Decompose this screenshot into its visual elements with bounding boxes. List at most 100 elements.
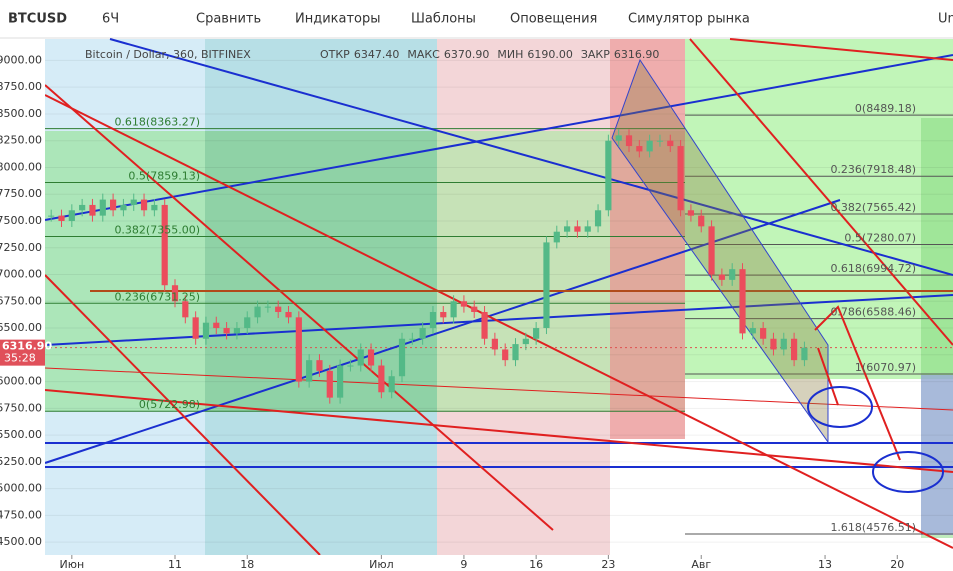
- candle: [667, 140, 674, 147]
- y-tick-label: 8250.00: [0, 134, 42, 147]
- candle: [171, 285, 179, 302]
- candle: [275, 306, 282, 312]
- compare[interactable]: Сравнить: [196, 12, 261, 27]
- candle: [718, 274, 725, 280]
- candle: [326, 370, 333, 398]
- y-tick-label: 5750.00: [0, 401, 42, 414]
- ohlc-value: 6370.90: [444, 48, 490, 61]
- candle: [151, 204, 158, 211]
- fib-label: 0.5(7280.07): [844, 232, 916, 245]
- candle: [780, 338, 787, 350]
- candle: [698, 215, 705, 227]
- candle: [749, 328, 756, 334]
- candle: [739, 269, 746, 334]
- y-tick-label: 7250.00: [0, 241, 42, 254]
- alerts[interactable]: Оповещения: [510, 12, 597, 27]
- chart-title: Bitcoin / Dollar, 360, BITFINEX: [85, 48, 251, 61]
- candle: [285, 311, 292, 318]
- ohlc-key: МАКС: [407, 48, 440, 61]
- candle: [140, 199, 148, 211]
- candle: [161, 204, 168, 286]
- y-tick-label: 4500.00: [0, 535, 42, 548]
- candle: [357, 349, 364, 366]
- candle: [48, 215, 55, 217]
- candle: [68, 210, 75, 221]
- y-tick-label: 5250.00: [0, 455, 42, 468]
- x-tick-label: 23: [601, 558, 615, 571]
- candle: [677, 146, 684, 211]
- symbol[interactable]: BTCUSD: [8, 12, 67, 27]
- candle: [522, 338, 529, 345]
- fib-label: 0.382(7565.42): [830, 201, 916, 214]
- fib-label: 0.618(6994.72): [830, 262, 916, 275]
- candle: [79, 204, 86, 211]
- candle: [450, 301, 457, 318]
- candle: [440, 311, 447, 318]
- interval[interactable]: 6Ч: [102, 12, 119, 27]
- candle: [347, 365, 354, 367]
- user[interactable]: Un: [938, 12, 953, 27]
- candle: [594, 210, 602, 227]
- candle: [110, 199, 117, 211]
- ohlc-value: 6347.40: [354, 48, 400, 61]
- y-tick-label: 6500.00: [0, 321, 42, 334]
- candle: [429, 311, 437, 329]
- candle: [770, 338, 777, 350]
- replay[interactable]: Симулятор рынка: [628, 12, 750, 27]
- ohlc-key: ЗАКР: [581, 48, 610, 61]
- candle: [708, 226, 715, 275]
- toolbar: [0, 0, 953, 38]
- candle: [574, 226, 581, 232]
- last-price-label: 6316.90: [2, 340, 52, 353]
- fib-label: 0.236(6731.25): [114, 290, 200, 303]
- candle: [337, 365, 344, 398]
- y-tick-label: 4750.00: [0, 508, 42, 521]
- candle: [213, 322, 220, 329]
- y-tick-label: 5000.00: [0, 482, 42, 495]
- candle: [130, 199, 137, 205]
- candle: [264, 306, 271, 308]
- indicators[interactable]: Индикаторы: [295, 12, 381, 27]
- candle: [202, 322, 210, 339]
- candle: [254, 306, 261, 318]
- x-tick-label: Июн: [59, 558, 84, 571]
- candle: [564, 226, 571, 232]
- candle: [533, 328, 540, 339]
- candle: [791, 338, 798, 361]
- x-tick-label: 20: [890, 558, 904, 571]
- candle: [491, 338, 498, 350]
- templates[interactable]: Шаблоны: [411, 12, 476, 27]
- candle: [89, 204, 96, 216]
- candle: [192, 317, 199, 339]
- fib-label: 0.618(8363.27): [114, 116, 200, 129]
- candle: [553, 231, 560, 243]
- candle: [636, 146, 643, 152]
- candle: [605, 140, 612, 211]
- fib-label: 1(6070.97): [855, 361, 916, 374]
- y-tick-label: 8000.00: [0, 160, 42, 173]
- candle: [398, 338, 406, 377]
- x-tick-label: Июл: [369, 558, 394, 571]
- candle: [378, 365, 385, 393]
- candle: [306, 360, 313, 382]
- candle: [646, 140, 653, 152]
- fib-label: 0.786(6588.46): [830, 306, 916, 319]
- fib-label: 0.382(7355.00): [114, 224, 200, 237]
- y-tick-label: 8500.00: [0, 107, 42, 120]
- candle: [801, 347, 808, 361]
- y-tick-label: 5500.00: [0, 428, 42, 441]
- candle: [99, 199, 106, 216]
- x-axis: [45, 555, 953, 571]
- y-tick-label: 9000.00: [0, 53, 42, 66]
- candle: [543, 242, 550, 329]
- zones: [45, 39, 953, 555]
- y-tick-label: 6750.00: [0, 294, 42, 307]
- ohlc-value: 6190.00: [527, 48, 573, 61]
- candle: [615, 135, 622, 141]
- candle: [223, 328, 230, 334]
- candle: [182, 301, 189, 318]
- y-axis: [0, 39, 45, 555]
- x-tick-label: 9: [460, 558, 467, 571]
- candle: [409, 338, 416, 340]
